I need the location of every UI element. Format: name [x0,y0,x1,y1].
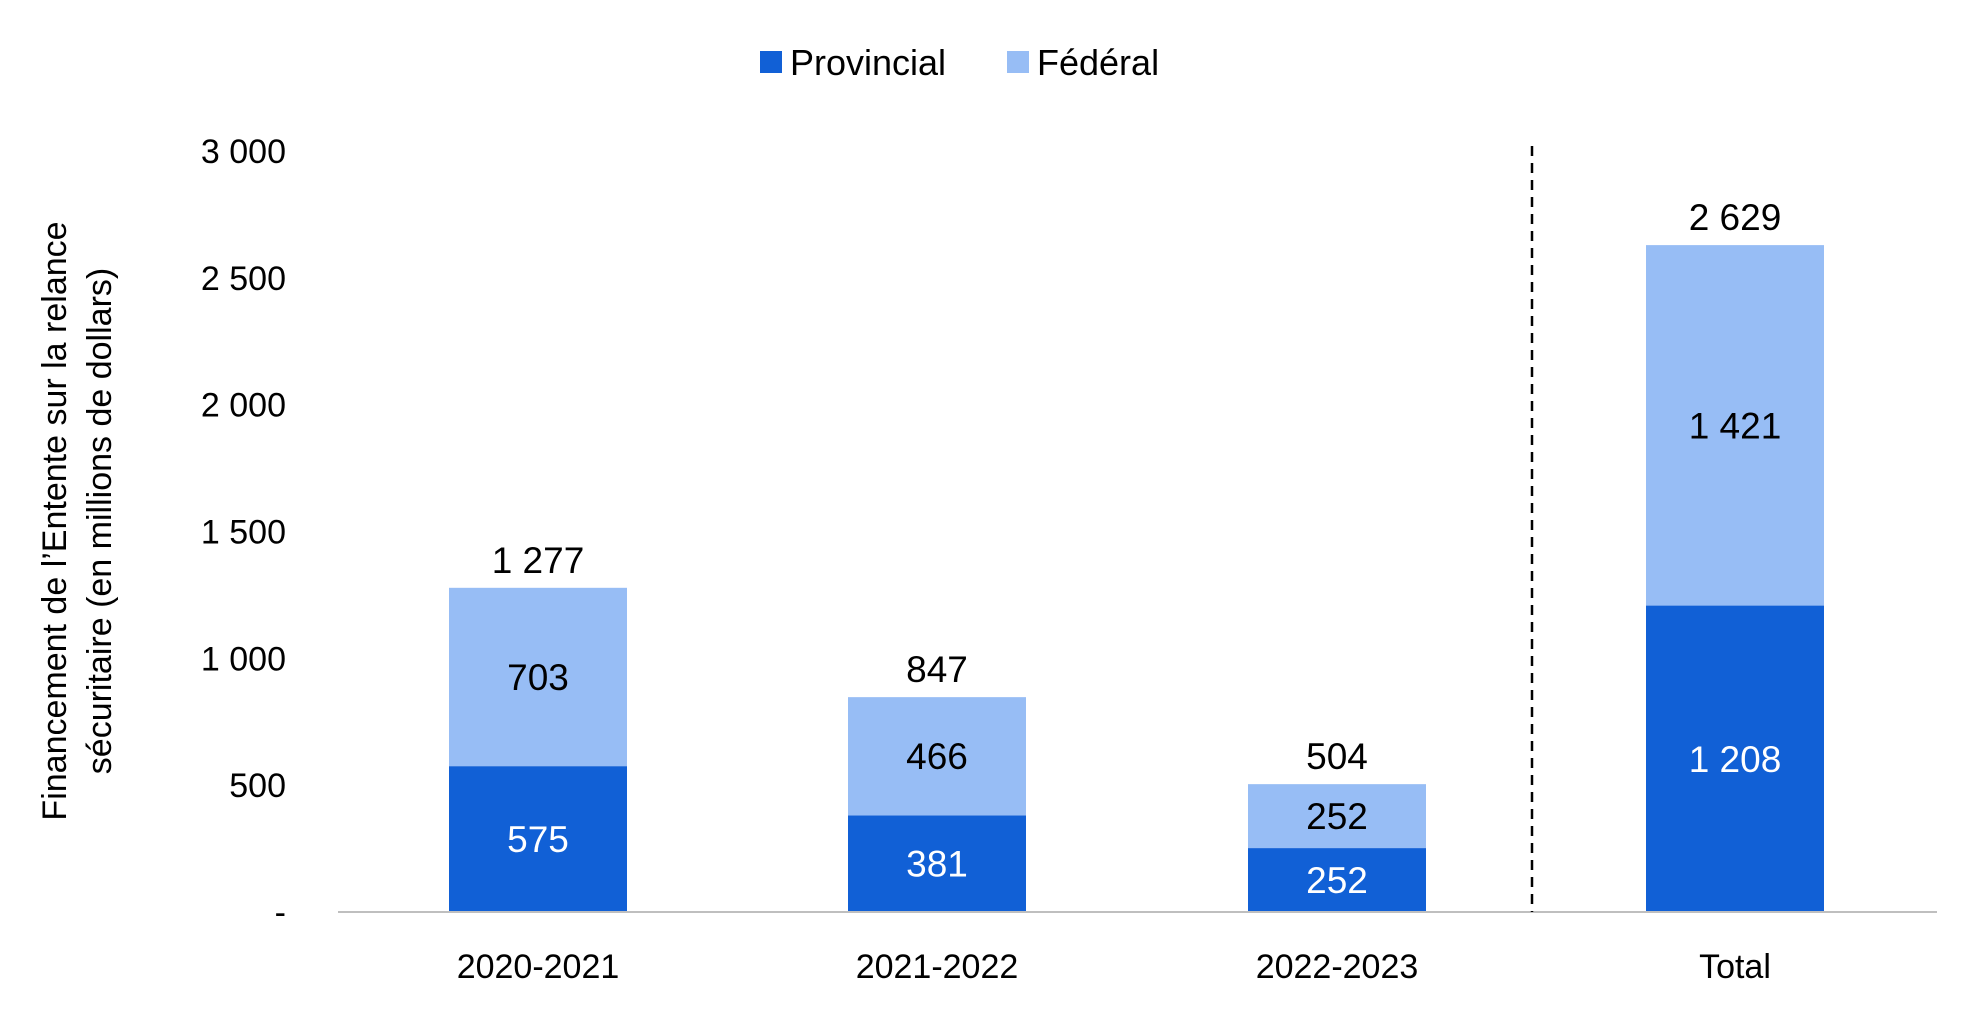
y-axis-ticks: - 500 1 000 1 500 2 000 2 500 3 000 [201,133,286,932]
x-axis [338,146,1937,913]
bar-f-d-ral-2020-2021 [449,587,627,767]
legend-label-f-d-ral: Fédéral [1037,42,1159,83]
total-label: 1 277 [492,540,585,581]
y-tick-label: 3 000 [201,133,286,171]
bar-provincial-2021-2022 [848,815,1026,912]
total-label: 504 [1306,736,1368,777]
bars [449,245,1824,912]
legend-swatch-provincial [760,51,782,73]
data-label-provincial: 575 [507,819,569,860]
x-tick-label: 2022-2023 [1256,948,1419,986]
y-tick-label: 2 500 [201,260,286,298]
bar-f-d-ral-total [1646,245,1824,606]
y-axis-title-line-1: Financement de l’Entente sur la relance [36,221,74,820]
x-tick-label: 2020-2021 [457,948,620,986]
legend-swatch-f-d-ral [1007,51,1029,73]
y-axis-title: Financement de l’Entente sur la relance s… [36,221,119,820]
bar-f-d-ral-2021-2022 [848,697,1026,816]
data-label-f-d-ral: 1 421 [1689,405,1782,446]
legend-label-provincial: Provincial [790,42,946,83]
data-label-provincial: 1 208 [1689,739,1782,780]
data-label-f-d-ral: 466 [906,736,968,777]
y-axis-title-line-2: sécuritaire (en millions de dollars) [81,268,119,774]
y-tick-label: 1 000 [201,640,286,678]
x-axis-ticks: 2020-2021 2021-2022 2022-2023 Total [457,948,1771,986]
data-label-provincial: 252 [1306,860,1368,901]
bar-f-d-ral-2022-2023 [1248,784,1426,849]
y-tick-label: 1 500 [201,514,286,552]
y-tick-label: - [275,894,286,932]
data-label-f-d-ral: 703 [507,657,569,698]
y-tick-label: 500 [229,767,286,805]
bar-provincial-2020-2021 [449,766,627,912]
x-tick-label: Total [1699,948,1771,986]
total-label: 847 [906,649,968,690]
y-tick-label: 2 000 [201,387,286,425]
data-label-f-d-ral: 252 [1306,796,1368,837]
bar-provincial-2022-2023 [1248,848,1426,912]
x-tick-label: 2021-2022 [856,948,1019,986]
legend: Provincial Fédéral [760,42,1159,83]
total-label: 2 629 [1689,197,1782,238]
data-labels: 575 703 1 277 381 466 847 252 252 504 1 208 1 421 2… [492,197,1782,901]
bar-provincial-total [1646,605,1824,912]
data-label-provincial: 381 [906,844,968,885]
